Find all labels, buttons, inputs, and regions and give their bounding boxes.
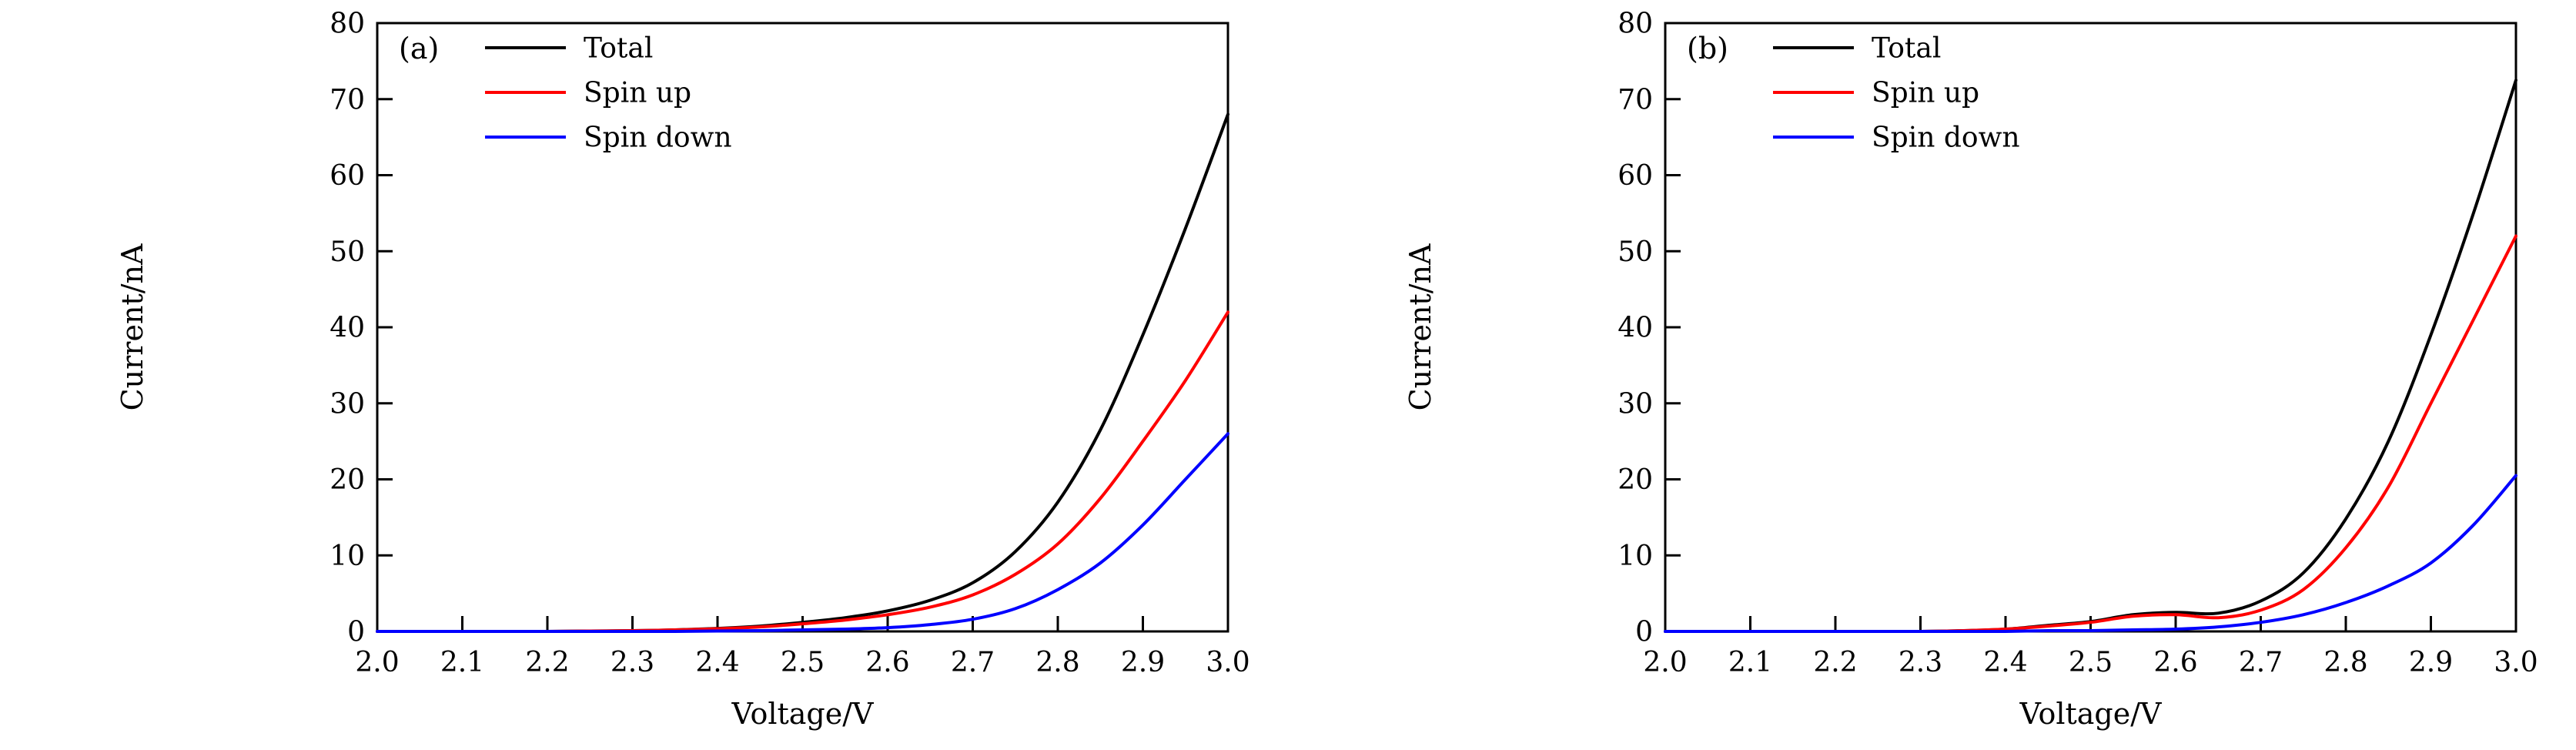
chart-a-svg: 2.0 2.1 2.2 2.3 2.4 2.5 2.6 2.7 2.8 2.9 3.0 0 10 20 30… <box>115 8 1250 731</box>
y-tick-label: 10 <box>1618 541 1653 572</box>
legend-label-spin-up: Spin up <box>1872 78 1979 109</box>
x-tick-label: 2.8 <box>1035 647 1079 678</box>
x-tick-label: 2.5 <box>2069 647 2113 678</box>
y-tick-label: 20 <box>1618 464 1653 496</box>
y-tick-label: 80 <box>1618 8 1653 40</box>
series-line-spin-down <box>376 432 1229 633</box>
x-tick-label: 2.2 <box>525 647 569 678</box>
y-tick-label: 30 <box>330 388 365 420</box>
x-tick-label: 3.0 <box>2494 647 2538 678</box>
x-tick-label: 2.9 <box>1121 647 1165 678</box>
x-tick-label: 2.9 <box>2409 647 2453 678</box>
x-tick-label: 2.3 <box>1899 647 1942 678</box>
legend-label-spin-up: Spin up <box>584 78 691 109</box>
x-tick-label: 2.7 <box>951 647 995 678</box>
chart-b-svg: 2.0 2.1 2.2 2.3 2.4 2.5 2.6 2.7 2.8 2.9 3.0 0 10 20 30… <box>1403 8 2538 731</box>
x-tick-label: 2.0 <box>355 647 399 678</box>
y-tick-label: 0 <box>1635 617 1653 648</box>
series-line-total <box>1664 79 2517 633</box>
x-tick-label: 2.6 <box>2153 647 2197 678</box>
legend-label-spin-down: Spin down <box>584 122 732 154</box>
x-tick-label: 2.5 <box>781 647 825 678</box>
y-tick-label: 60 <box>1618 160 1653 192</box>
x-tick-label: 2.0 <box>1643 647 1687 678</box>
x-tick-label: 2.1 <box>1728 647 1772 678</box>
y-tick-label: 50 <box>1618 236 1653 268</box>
series-line-spin-up <box>1664 234 2517 633</box>
y-tick-label: 70 <box>1618 84 1653 116</box>
x-tick-label: 2.8 <box>2323 647 2367 678</box>
panel-label: (b) <box>1687 32 1728 65</box>
legend-label-spin-down: Spin down <box>1872 122 2020 154</box>
panel-label: (a) <box>399 32 439 65</box>
x-axis-label: Voltage/V <box>731 697 875 731</box>
x-tick-label: 2.1 <box>440 647 484 678</box>
y-tick-label: 40 <box>330 313 365 344</box>
x-tick-label: 2.4 <box>1983 647 2027 678</box>
y-tick-label: 0 <box>347 617 365 648</box>
plot-frame <box>376 22 1229 633</box>
series-line-total <box>376 112 1229 633</box>
y-tick-label: 30 <box>1618 388 1653 420</box>
legend-label-total: Total <box>1872 33 1941 65</box>
series-line-spin-up <box>376 310 1229 633</box>
y-tick-label: 10 <box>330 541 365 572</box>
plot-frame <box>1664 22 2517 633</box>
y-tick-label: 50 <box>330 236 365 268</box>
y-tick-label: 20 <box>330 464 365 496</box>
x-tick-label: 2.7 <box>2239 647 2283 678</box>
y-tick-label: 80 <box>330 8 365 40</box>
y-tick-label: 60 <box>330 160 365 192</box>
x-tick-label: 2.3 <box>611 647 654 678</box>
y-tick-label: 40 <box>1618 313 1653 344</box>
y-axis-label: Current/nA <box>1403 243 1437 410</box>
x-tick-label: 2.6 <box>865 647 909 678</box>
y-tick-label: 70 <box>330 84 365 116</box>
x-axis-label: Voltage/V <box>2019 697 2163 731</box>
x-tick-label: 2.4 <box>695 647 739 678</box>
x-tick-label: 3.0 <box>1206 647 1250 678</box>
series-line-spin-down <box>1664 474 2517 633</box>
x-tick-label: 2.2 <box>1813 647 1857 678</box>
panel-b: 2.0 2.1 2.2 2.3 2.4 2.5 2.6 2.7 2.8 2.9 3.0 0 10 20 30… <box>1288 0 2576 750</box>
legend-label-total: Total <box>584 33 653 65</box>
y-axis-label: Current/nA <box>115 243 149 410</box>
panel-a: 2.0 2.1 2.2 2.3 2.4 2.5 2.6 2.7 2.8 2.9 3.0 0 10 20 30… <box>115 8 1250 731</box>
